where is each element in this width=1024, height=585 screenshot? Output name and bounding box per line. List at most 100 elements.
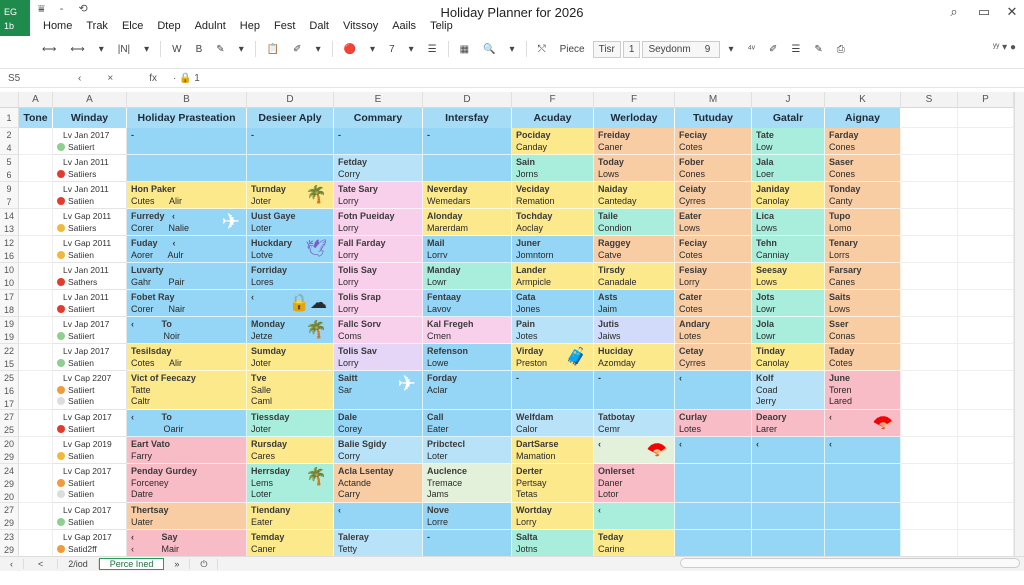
toolbar-button[interactable]: ▾ — [408, 43, 414, 55]
planner-cell[interactable]: Fuday ‹ Aorer Aulr — [127, 236, 247, 263]
tone-cell[interactable] — [19, 290, 53, 317]
search-icon[interactable]: ⌕ — [950, 4, 958, 19]
header-cell[interactable]: Commary — [334, 108, 423, 128]
planner-cell[interactable]: Taday Cotes — [825, 344, 901, 371]
planner-cell[interactable]: ‹ — [594, 503, 675, 530]
row-number[interactable]: 27 25 — [0, 410, 19, 437]
next-sheet-button[interactable]: » — [164, 559, 191, 569]
planner-cell[interactable]: Veciday Remation — [512, 182, 594, 209]
empty-header-cell[interactable] — [901, 108, 958, 128]
tone-cell[interactable] — [19, 503, 53, 530]
planner-cell[interactable]: ‹ 🪭 — [594, 437, 675, 464]
planner-cell[interactable]: Tinday Canolay — [752, 344, 825, 371]
column-header-f[interactable]: F — [594, 92, 675, 108]
planner-cell[interactable]: Onlerset Daner Lotor — [594, 464, 675, 503]
empty-cell[interactable] — [901, 317, 958, 344]
column-header-a[interactable]: A — [19, 92, 53, 108]
planner-cell[interactable]: Monday Jetze 🌴 — [247, 317, 334, 344]
empty-cell[interactable] — [958, 371, 1014, 410]
planner-cell[interactable]: - — [334, 128, 423, 155]
planner-cell[interactable] — [675, 530, 752, 557]
tone-cell[interactable] — [19, 410, 53, 437]
planner-cell[interactable]: Freiday Caner — [594, 128, 675, 155]
planner-cell[interactable] — [752, 464, 825, 503]
planner-cell[interactable]: ‹ — [825, 437, 901, 464]
header-cell[interactable]: Gatalr — [752, 108, 825, 128]
planner-cell[interactable]: Tenary Lorrs — [825, 236, 901, 263]
planner-cell[interactable]: Farsary Canes — [825, 263, 901, 290]
row-number[interactable]: 12 16 — [0, 236, 19, 263]
toolbar-button[interactable]: ▾ — [144, 43, 150, 55]
row-number[interactable]: 14 13 — [0, 209, 19, 236]
header-cell[interactable]: Holiday Prasteation — [127, 108, 247, 128]
header-cell[interactable]: Intersfay — [423, 108, 512, 128]
planner-cell[interactable]: Furredy ‹ Corer Nalie ✈ — [127, 209, 247, 236]
toolbar-button[interactable]: 📋 — [266, 43, 280, 55]
header-cell[interactable]: Aignay — [825, 108, 901, 128]
planner-cell[interactable] — [423, 155, 512, 182]
menu-item-elce[interactable]: Elce — [121, 20, 144, 32]
planner-cell[interactable]: Forday Aclar — [423, 371, 512, 410]
planner-cell[interactable]: ‹ 🪭 — [825, 410, 901, 437]
planner-cell[interactable]: Uust Gaye Loter — [247, 209, 334, 236]
planner-cell[interactable]: Forriday Lores — [247, 263, 334, 290]
planner-cell[interactable] — [127, 155, 247, 182]
planner-cell[interactable]: - — [423, 128, 512, 155]
toolbar-button[interactable]: ⟷ — [70, 43, 85, 55]
tone-cell[interactable] — [19, 236, 53, 263]
nav-button[interactable]: ‹ — [78, 72, 82, 84]
planner-cell[interactable]: Feciay Cotes — [675, 236, 752, 263]
planner-cell[interactable]: Fallc Sorv Coms — [334, 317, 423, 344]
toolbar-button[interactable]: ⤲ — [537, 43, 546, 55]
menu-item-trak[interactable]: Trak — [86, 20, 108, 32]
planner-cell[interactable]: Tatbotay Cemr — [594, 410, 675, 437]
toolbar-button[interactable]: ▦ — [459, 43, 470, 55]
empty-cell[interactable] — [901, 410, 958, 437]
planner-cell[interactable]: Kal Fregeh Cmen — [423, 317, 512, 344]
toolbar-button[interactable]: ▾ — [509, 43, 515, 55]
planner-cell[interactable]: DartSarse Mamation — [512, 437, 594, 464]
style-select[interactable]: Seydonm 9 — [642, 40, 721, 58]
add-sheet-button[interactable]: ⏻ — [190, 558, 219, 570]
row-number[interactable]: 1 — [0, 108, 19, 128]
date-cell[interactable]: Lv Cap 2017 Satiien — [53, 503, 127, 530]
planner-cell[interactable]: Eart Vato Farry — [127, 437, 247, 464]
empty-cell[interactable] — [958, 263, 1014, 290]
planner-cell[interactable]: Tve Salle Caml — [247, 371, 334, 410]
empty-cell[interactable] — [958, 410, 1014, 437]
column-header-j[interactable]: J — [752, 92, 825, 108]
empty-header-cell[interactable] — [958, 108, 1014, 128]
planner-cell[interactable]: Cata Jones — [512, 290, 594, 317]
planner-cell[interactable]: Huciday Azomday — [594, 344, 675, 371]
planner-cell[interactable]: Tesilsday Cotes Alir — [127, 344, 247, 371]
planner-cell[interactable]: Tiendany Eater — [247, 503, 334, 530]
menu-item-hep[interactable]: Hep — [239, 20, 260, 32]
planner-cell[interactable]: Deaory Larer — [752, 410, 825, 437]
planner-cell[interactable]: Tiessday Joter — [247, 410, 334, 437]
planner-cell[interactable]: - — [423, 530, 512, 557]
planner-cell[interactable]: Alonday Marerdam — [423, 209, 512, 236]
planner-cell[interactable]: Saitt Sar ✈ — [334, 371, 423, 410]
date-cell[interactable]: Lv Jan 2011 Satiiert — [53, 290, 127, 317]
header-cell[interactable]: Werloday — [594, 108, 675, 128]
planner-cell[interactable]: Taleray Tetty — [334, 530, 423, 557]
planner-cell[interactable]: Luvarty Gahr Pair — [127, 263, 247, 290]
column-header-d[interactable]: D — [423, 92, 512, 108]
planner-cell[interactable]: - — [247, 128, 334, 155]
row-number[interactable]: 22 15 — [0, 344, 19, 371]
toolbar-button[interactable]: ⁴ᵛ — [747, 43, 755, 55]
empty-cell[interactable] — [958, 503, 1014, 530]
planner-cell[interactable] — [675, 464, 752, 503]
planner-cell[interactable]: Neverday Wemedars — [423, 182, 512, 209]
planner-cell[interactable]: ‹ — [675, 437, 752, 464]
planner-cell[interactable] — [825, 503, 901, 530]
planner-cell[interactable]: Seesay Lows — [752, 263, 825, 290]
size-box[interactable]: 1 — [622, 40, 641, 58]
planner-cell[interactable]: Tolis Say Lorry — [334, 263, 423, 290]
date-cell[interactable]: Lv Jan 2011 Satiien — [53, 182, 127, 209]
date-cell[interactable]: Lv Gap 2011 Satiien — [53, 236, 127, 263]
row-number[interactable]: 23 29 — [0, 530, 19, 557]
name-box[interactable]: S5 — [8, 72, 21, 84]
planner-cell[interactable]: - — [127, 128, 247, 155]
